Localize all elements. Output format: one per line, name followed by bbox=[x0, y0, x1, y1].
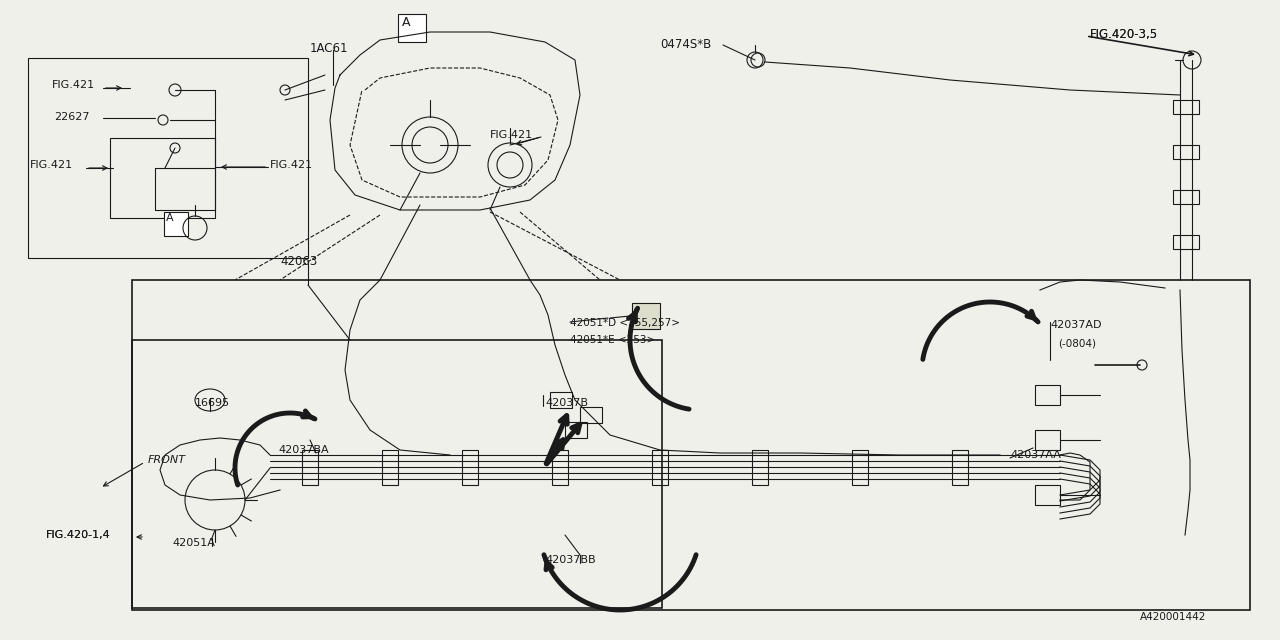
Bar bbox=[564, 422, 588, 438]
Text: (-0804): (-0804) bbox=[1059, 338, 1096, 348]
Text: 1AC61: 1AC61 bbox=[310, 42, 348, 55]
Text: FIG.420-3,5: FIG.420-3,5 bbox=[1091, 28, 1158, 41]
Text: A: A bbox=[166, 213, 174, 223]
Text: FIG.420-1,4: FIG.420-1,4 bbox=[46, 530, 111, 540]
Bar bbox=[132, 280, 1251, 610]
Text: FRONT: FRONT bbox=[148, 455, 186, 465]
Bar bbox=[462, 450, 477, 485]
Text: 42063: 42063 bbox=[280, 255, 317, 268]
Bar bbox=[632, 303, 660, 329]
Bar bbox=[132, 340, 662, 608]
Bar bbox=[1036, 430, 1060, 450]
Bar bbox=[1036, 485, 1060, 505]
Text: FIG.421: FIG.421 bbox=[52, 80, 95, 90]
Text: FIG.420-3,5: FIG.420-3,5 bbox=[1091, 28, 1158, 41]
Text: 42051*D <255,257>: 42051*D <255,257> bbox=[570, 318, 680, 328]
Bar bbox=[753, 450, 768, 485]
Bar bbox=[164, 212, 188, 236]
Bar bbox=[852, 450, 868, 485]
Bar bbox=[552, 450, 568, 485]
Text: 42037AD: 42037AD bbox=[1050, 320, 1102, 330]
Bar bbox=[1036, 385, 1060, 405]
Text: FIG.420-1,4: FIG.420-1,4 bbox=[46, 530, 111, 540]
Bar bbox=[1172, 190, 1199, 204]
Text: 16695: 16695 bbox=[195, 398, 230, 408]
Text: 22627: 22627 bbox=[54, 112, 90, 122]
Bar bbox=[1172, 100, 1199, 114]
Text: FIG.421: FIG.421 bbox=[490, 130, 534, 140]
Text: A: A bbox=[402, 16, 411, 29]
Bar bbox=[398, 14, 426, 42]
Text: A420001442: A420001442 bbox=[1140, 612, 1206, 622]
Bar bbox=[580, 407, 602, 423]
Text: 42037BA: 42037BA bbox=[278, 445, 329, 455]
Bar bbox=[28, 58, 308, 258]
Text: 0474S*B: 0474S*B bbox=[660, 38, 712, 51]
Text: 42051*E <253>: 42051*E <253> bbox=[570, 335, 655, 345]
Bar bbox=[110, 138, 215, 218]
Bar bbox=[952, 450, 968, 485]
Text: FIG.421: FIG.421 bbox=[270, 160, 314, 170]
Text: 42051A: 42051A bbox=[172, 538, 215, 548]
Bar bbox=[652, 450, 668, 485]
Bar bbox=[1172, 145, 1199, 159]
Bar bbox=[1172, 235, 1199, 249]
Text: 42037AA: 42037AA bbox=[1010, 450, 1061, 460]
Text: 42037B: 42037B bbox=[545, 398, 588, 408]
Text: 42037BB: 42037BB bbox=[545, 555, 595, 565]
Bar bbox=[302, 450, 317, 485]
Bar bbox=[550, 392, 572, 408]
Text: FIG.421: FIG.421 bbox=[29, 160, 73, 170]
Bar bbox=[381, 450, 398, 485]
